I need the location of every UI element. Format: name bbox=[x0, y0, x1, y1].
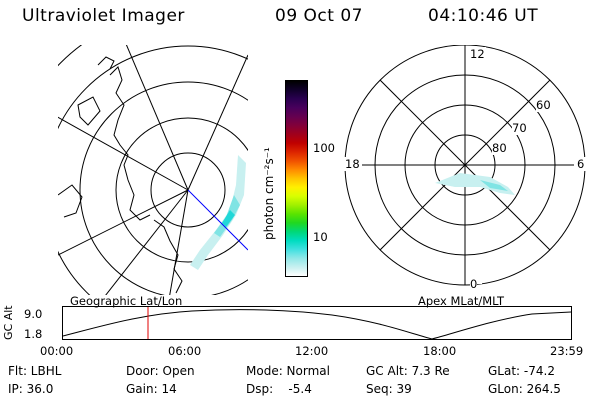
mlt-label-12: 12 bbox=[470, 47, 485, 61]
seq-info: Seq: 39 bbox=[366, 382, 412, 396]
glon-info: GLon: 264.5 bbox=[488, 382, 561, 396]
colorbar-unit-label: photon cm⁻²s⁻¹ bbox=[262, 147, 276, 240]
colorbar-tick-10: 10 bbox=[313, 230, 328, 244]
colorbar bbox=[285, 80, 308, 277]
mlat-label-70: 70 bbox=[512, 121, 527, 135]
instrument-title: Ultraviolet Imager bbox=[22, 6, 185, 26]
altitude-xtick-0000: 00:00 bbox=[40, 344, 74, 358]
altitude-xtick-2359: 23:59 bbox=[550, 344, 584, 358]
colorbar-tick-100: 100 bbox=[313, 141, 335, 155]
date-label: 09 Oct 07 bbox=[275, 6, 363, 26]
time-label: 04:10:46 UT bbox=[428, 6, 539, 26]
mlat-label-80: 80 bbox=[492, 141, 507, 155]
colorbar-gradient bbox=[286, 81, 307, 276]
mlt-label-6: 6 bbox=[577, 157, 585, 171]
altitude-plot bbox=[62, 306, 572, 340]
ip-info: IP: 36.0 bbox=[8, 382, 54, 396]
gain-info: Gain: 14 bbox=[126, 382, 177, 396]
altitude-ytick-max: 9.0 bbox=[24, 307, 43, 321]
altitude-ylabel: GC Alt bbox=[2, 305, 15, 340]
filter-info: Flt: LBHL bbox=[8, 364, 62, 378]
door-info: Door: Open bbox=[126, 364, 195, 378]
altitude-xtick-1800: 18:00 bbox=[423, 344, 457, 358]
mlat-label-60: 60 bbox=[536, 98, 551, 112]
polar-map bbox=[340, 45, 590, 286]
altitude-xtick-0600: 06:00 bbox=[168, 344, 202, 358]
apex-map-label: Apex MLat/MLT bbox=[418, 294, 505, 308]
gc-alt-info: GC Alt: 7.3 Re bbox=[366, 364, 450, 378]
dsp-info: Dsp: -5.4 bbox=[246, 382, 312, 396]
altitude-xtick-1200: 12:00 bbox=[295, 344, 329, 358]
mlt-label-18: 18 bbox=[345, 157, 360, 171]
glat-info: GLat: -74.2 bbox=[488, 364, 555, 378]
geographic-map-label: Geographic Lat/Lon bbox=[70, 294, 183, 308]
altitude-ytick-min: 1.8 bbox=[24, 327, 43, 341]
geographic-map bbox=[58, 45, 248, 295]
mode-info: Mode: Normal bbox=[246, 364, 330, 378]
mlt-label-0: 0 bbox=[470, 277, 478, 291]
